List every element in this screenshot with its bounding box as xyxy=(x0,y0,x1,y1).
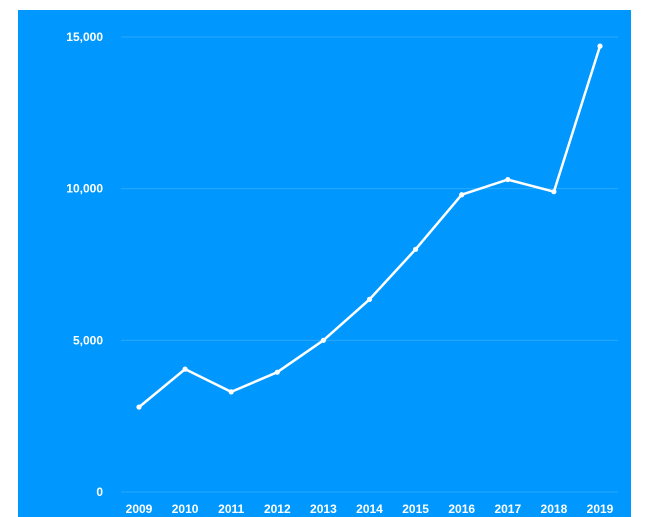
x-tick-label: 2014 xyxy=(356,502,383,516)
data-point-2011 xyxy=(228,389,234,395)
x-tick-label: 2011 xyxy=(218,502,244,516)
y-tick-label: 5,000 xyxy=(73,333,103,347)
x-tick-label: 2017 xyxy=(494,502,521,516)
line-chart: 0 5,000 10,000 15,000 2009 2010 2011 2012 2013 2… xyxy=(18,10,631,517)
x-tick-label: 2018 xyxy=(541,502,568,516)
x-tick-label: 2012 xyxy=(264,502,291,516)
data-point-2014 xyxy=(366,296,373,302)
x-tick-label: 2019 xyxy=(587,502,614,516)
x-tick-label: 2013 xyxy=(310,502,337,516)
data-point-2016 xyxy=(459,192,465,198)
y-axis-tick-labels: 0 5,000 10,000 15,000 xyxy=(66,30,103,499)
data-point-2015 xyxy=(413,246,419,252)
x-tick-label: 2009 xyxy=(126,502,153,516)
x-axis-tick-labels: 2009 2010 2011 2012 2013 2014 2015 2016 2017 2018… xyxy=(126,502,614,516)
y-tick-label: 10,000 xyxy=(66,182,103,196)
series-layer xyxy=(136,43,603,410)
y-tick-label: 15,000 xyxy=(66,30,103,44)
data-point-2017 xyxy=(505,176,511,183)
x-tick-label: 2016 xyxy=(448,502,475,516)
y-tick-label: 0 xyxy=(96,485,103,499)
x-tick-label: 2015 xyxy=(402,502,429,516)
gridlines xyxy=(121,36,618,493)
data-point-2019 xyxy=(597,43,603,49)
data-point-2009 xyxy=(136,404,142,410)
data-point-2010 xyxy=(182,366,188,372)
data-point-2013 xyxy=(320,337,326,343)
data-point-2018 xyxy=(551,189,557,195)
x-tick-label: 2010 xyxy=(172,502,199,516)
chart-background xyxy=(18,10,631,517)
data-point-2012 xyxy=(274,369,280,375)
